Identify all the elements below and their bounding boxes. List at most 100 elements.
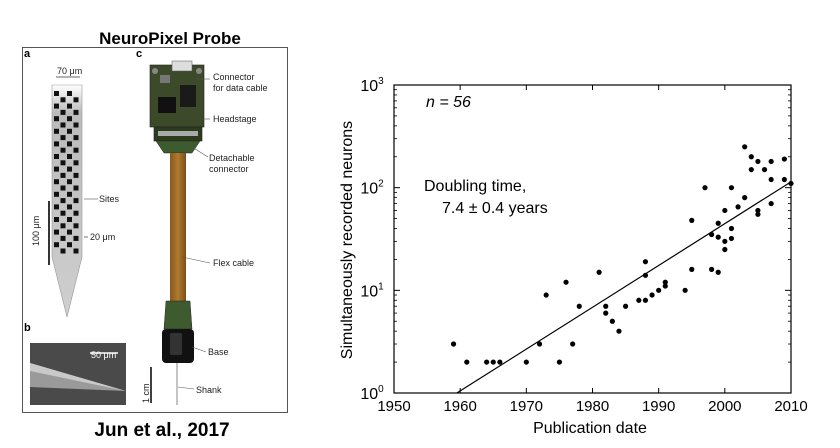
flex-cable — [170, 153, 186, 303]
x-tick-label: 2000 — [708, 398, 741, 415]
recording-site — [60, 198, 66, 204]
data-point — [735, 204, 741, 210]
data-point — [636, 297, 642, 303]
recording-site — [54, 229, 59, 235]
probe-title: NeuroPixel Probe — [99, 29, 241, 48]
recording-site — [60, 235, 66, 241]
probe-base — [162, 300, 194, 363]
base-label: Base — [208, 347, 229, 357]
data-point — [662, 279, 668, 285]
data-point — [536, 341, 543, 347]
recording-site — [67, 141, 72, 147]
recording-site — [73, 147, 79, 153]
data-point — [596, 269, 602, 275]
recording-site — [67, 154, 72, 159]
data-point — [689, 217, 695, 223]
recording-site — [73, 135, 79, 141]
recording-site — [54, 128, 59, 134]
data-point — [656, 287, 662, 293]
recording-site — [67, 204, 72, 210]
panel-c-label: c — [136, 48, 143, 60]
data-point — [715, 269, 721, 275]
x-tick-label: 2010 — [774, 398, 807, 415]
data-points — [450, 144, 794, 365]
recording-site — [73, 235, 79, 241]
recording-site — [73, 185, 79, 191]
data-point — [616, 328, 622, 334]
data-point — [464, 359, 470, 365]
x-tick-label: 1960 — [443, 398, 476, 415]
data-point — [755, 158, 761, 165]
data-point — [642, 297, 649, 303]
data-point — [728, 235, 735, 242]
data-point — [649, 292, 655, 298]
shank-label: Shank — [196, 385, 222, 395]
recording-site — [67, 242, 72, 248]
trend-line — [456, 181, 792, 394]
data-point — [728, 185, 735, 191]
connector-label: Connector for data cable — [213, 72, 268, 93]
data-point — [761, 166, 768, 173]
probe-width-label: 70 μm — [57, 66, 83, 76]
recording-site — [54, 217, 59, 222]
data-point — [748, 154, 754, 160]
data-point — [781, 176, 787, 183]
recording-site — [60, 97, 66, 103]
data-point — [603, 310, 609, 316]
recording-site — [73, 122, 79, 128]
headstage-label: Headstage — [213, 114, 257, 124]
recording-site — [60, 122, 66, 128]
data-point — [728, 225, 735, 232]
recording-site — [67, 166, 72, 172]
citation-caption: Jun et al., 2017 — [94, 420, 230, 441]
data-point — [570, 341, 576, 347]
x-tick-label: 1950 — [377, 398, 410, 415]
data-point — [755, 207, 761, 214]
data-point — [689, 266, 695, 272]
x-tick-label: 1990 — [642, 398, 675, 415]
recording-site — [54, 242, 59, 248]
data-point — [497, 359, 503, 365]
doubling-time-line1: Doubling time, — [424, 178, 526, 195]
sites-label: Sites — [99, 194, 120, 204]
data-point — [709, 231, 715, 238]
sem-image — [30, 343, 126, 405]
data-point — [781, 156, 787, 162]
recording-site — [73, 198, 79, 204]
x-tick-label: 1980 — [576, 398, 609, 415]
panel-a-label: a — [24, 48, 31, 60]
recording-site — [54, 103, 59, 109]
recording-site — [73, 97, 79, 103]
recording-site — [60, 109, 66, 115]
data-point — [742, 195, 748, 201]
data-point — [563, 279, 569, 285]
data-point — [768, 176, 774, 183]
recording-site — [67, 191, 72, 197]
scale-20um-label: 20 μm — [90, 232, 116, 242]
connector-board — [149, 60, 205, 128]
data-point — [543, 292, 549, 298]
recording-site — [73, 210, 79, 216]
recording-site — [54, 116, 59, 122]
recording-site — [60, 160, 66, 166]
recording-site — [67, 91, 72, 96]
panel-b-label: b — [24, 322, 31, 334]
data-point — [662, 283, 668, 289]
sem-scale-label: 50 μm — [91, 350, 117, 360]
data-point — [788, 180, 794, 187]
data-point — [702, 185, 708, 191]
data-point — [642, 259, 649, 265]
recording-site — [54, 179, 59, 185]
sem-tip-graphic — [30, 352, 126, 391]
recording-site — [67, 103, 72, 109]
recording-site — [73, 172, 79, 178]
data-point — [755, 211, 761, 217]
y-tick-label: 103 — [360, 76, 384, 95]
recording-site — [54, 204, 59, 210]
data-point — [768, 158, 774, 165]
recording-site — [67, 116, 72, 122]
recording-site — [73, 160, 79, 166]
recording-site — [54, 91, 59, 96]
recording-site — [54, 141, 59, 147]
